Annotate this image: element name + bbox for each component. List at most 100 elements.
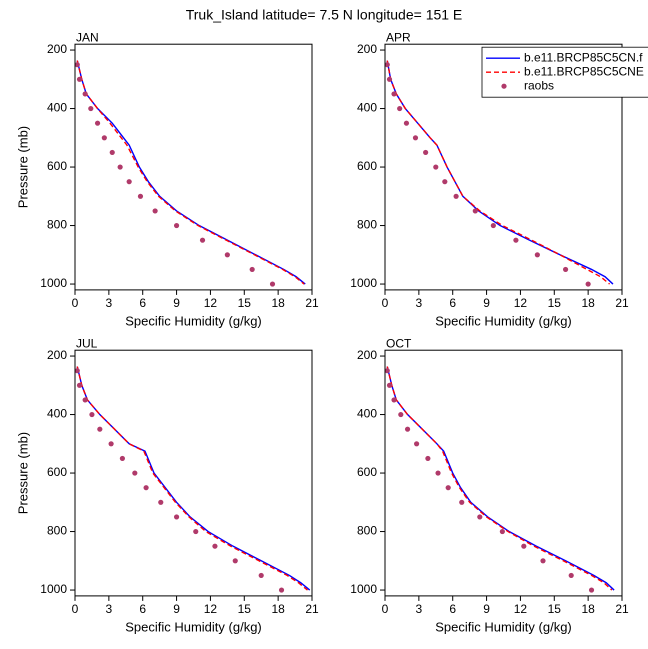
y-axis-label: Pressure (mb) — [15, 126, 30, 208]
x-axis-label: Specific Humidity (g/kg) — [125, 619, 262, 634]
y-tick-label: 600 — [47, 159, 67, 173]
x-tick-label: 12 — [204, 602, 218, 616]
y-tick-label: 400 — [47, 101, 67, 115]
x-tick-label: 9 — [173, 296, 180, 310]
x-tick-label: 3 — [106, 296, 113, 310]
y-tick-label: 800 — [47, 218, 67, 232]
raob-point — [499, 528, 505, 535]
profile-line — [386, 60, 611, 285]
y-tick-label: 600 — [357, 159, 377, 173]
raob-point — [588, 587, 595, 593]
profile-line — [386, 60, 614, 285]
raob-point — [445, 485, 451, 491]
raob-point — [414, 441, 420, 447]
raob-point — [212, 543, 218, 549]
y-tick-label: 400 — [357, 101, 377, 115]
raob-point — [232, 558, 238, 564]
legend-marker — [501, 83, 507, 89]
y-tick-label: 600 — [47, 465, 67, 479]
x-tick-label: 3 — [416, 296, 423, 310]
raob-point — [199, 237, 206, 243]
y-tick-label: 1000 — [350, 276, 377, 290]
raob-point — [224, 252, 230, 258]
raob-point — [386, 382, 393, 388]
raob-point — [459, 499, 465, 505]
raob-point — [423, 149, 429, 156]
raob-point — [433, 164, 439, 170]
x-tick-label: 18 — [271, 296, 285, 310]
raob-point — [158, 499, 164, 505]
x-tick-label: 18 — [581, 602, 595, 616]
raob-point — [108, 441, 114, 447]
raob-point — [97, 426, 103, 432]
raob-point — [74, 62, 80, 68]
raob-point — [278, 587, 285, 593]
panel-label: OCT — [386, 336, 412, 350]
y-tick-label: 200 — [47, 348, 67, 362]
raob-point — [425, 455, 431, 462]
raob-point — [109, 149, 115, 156]
raob-point — [258, 572, 264, 579]
legend-label: raobs — [524, 78, 554, 92]
x-tick-label: 0 — [382, 296, 389, 310]
x-tick-label: 6 — [139, 602, 146, 616]
raob-point — [404, 426, 411, 432]
raob-point — [152, 208, 158, 214]
x-tick-label: 12 — [514, 296, 528, 310]
raob-point — [403, 120, 410, 126]
profile-line — [386, 366, 613, 591]
raob-point — [173, 514, 180, 520]
legend-label: b.e11.BRCP85C5CNE — [524, 64, 644, 78]
x-tick-label: 15 — [548, 296, 562, 310]
y-tick-label: 400 — [47, 407, 67, 421]
x-tick-label: 6 — [449, 296, 456, 310]
panel-label: APR — [386, 30, 411, 44]
raob-point — [117, 164, 123, 170]
plot-frame — [74, 349, 313, 597]
raob-point — [132, 470, 138, 476]
panel-label: JAN — [76, 30, 99, 44]
x-axis-label: Specific Humidity (g/kg) — [125, 313, 262, 328]
x-tick-label: 9 — [483, 296, 490, 310]
raob-point — [89, 411, 95, 418]
x-tick-label: 15 — [238, 602, 252, 616]
x-tick-label: 21 — [615, 602, 629, 616]
x-tick-label: 12 — [204, 296, 218, 310]
x-tick-label: 0 — [72, 296, 79, 310]
raob-point — [412, 135, 419, 141]
x-tick-label: 9 — [483, 602, 490, 616]
panel-label: JUL — [76, 336, 98, 350]
x-tick-label: 21 — [305, 296, 319, 310]
raob-point — [76, 382, 83, 388]
y-tick-label: 1000 — [40, 582, 67, 596]
x-tick-label: 18 — [271, 602, 285, 616]
y-tick-label: 400 — [357, 407, 377, 421]
raob-point — [269, 281, 276, 287]
y-tick-label: 200 — [47, 42, 67, 56]
figure-title: Truk_Island latitude= 7.5 N longitude= 1… — [186, 7, 463, 23]
profile-line — [76, 366, 308, 591]
raob-point — [442, 179, 448, 185]
x-tick-label: 9 — [173, 602, 180, 616]
x-tick-label: 6 — [449, 602, 456, 616]
raob-point — [585, 281, 591, 287]
raob-point — [435, 470, 441, 476]
legend-box — [481, 46, 648, 98]
y-tick-label: 1000 — [40, 276, 67, 290]
raob-point — [193, 528, 199, 535]
x-tick-label: 21 — [615, 296, 629, 310]
raob-point — [94, 120, 101, 126]
plot-frame — [384, 349, 623, 597]
raob-point — [397, 105, 403, 112]
panel: 200 400 600 800 1000 0 3 6 9 12 15 18 21 OCT Specific … — [350, 336, 629, 634]
raob-point — [391, 91, 397, 97]
raob-point — [472, 208, 478, 214]
raob-point — [173, 222, 180, 229]
y-tick-label: 200 — [357, 348, 377, 362]
raob-point — [143, 485, 149, 491]
panel: 200 400 600 800 1000 0 3 6 9 12 15 18 21 JAN Specific … — [15, 30, 319, 328]
x-tick-label: 3 — [106, 602, 113, 616]
y-tick-label: 800 — [47, 524, 67, 538]
raob-point — [513, 237, 519, 243]
